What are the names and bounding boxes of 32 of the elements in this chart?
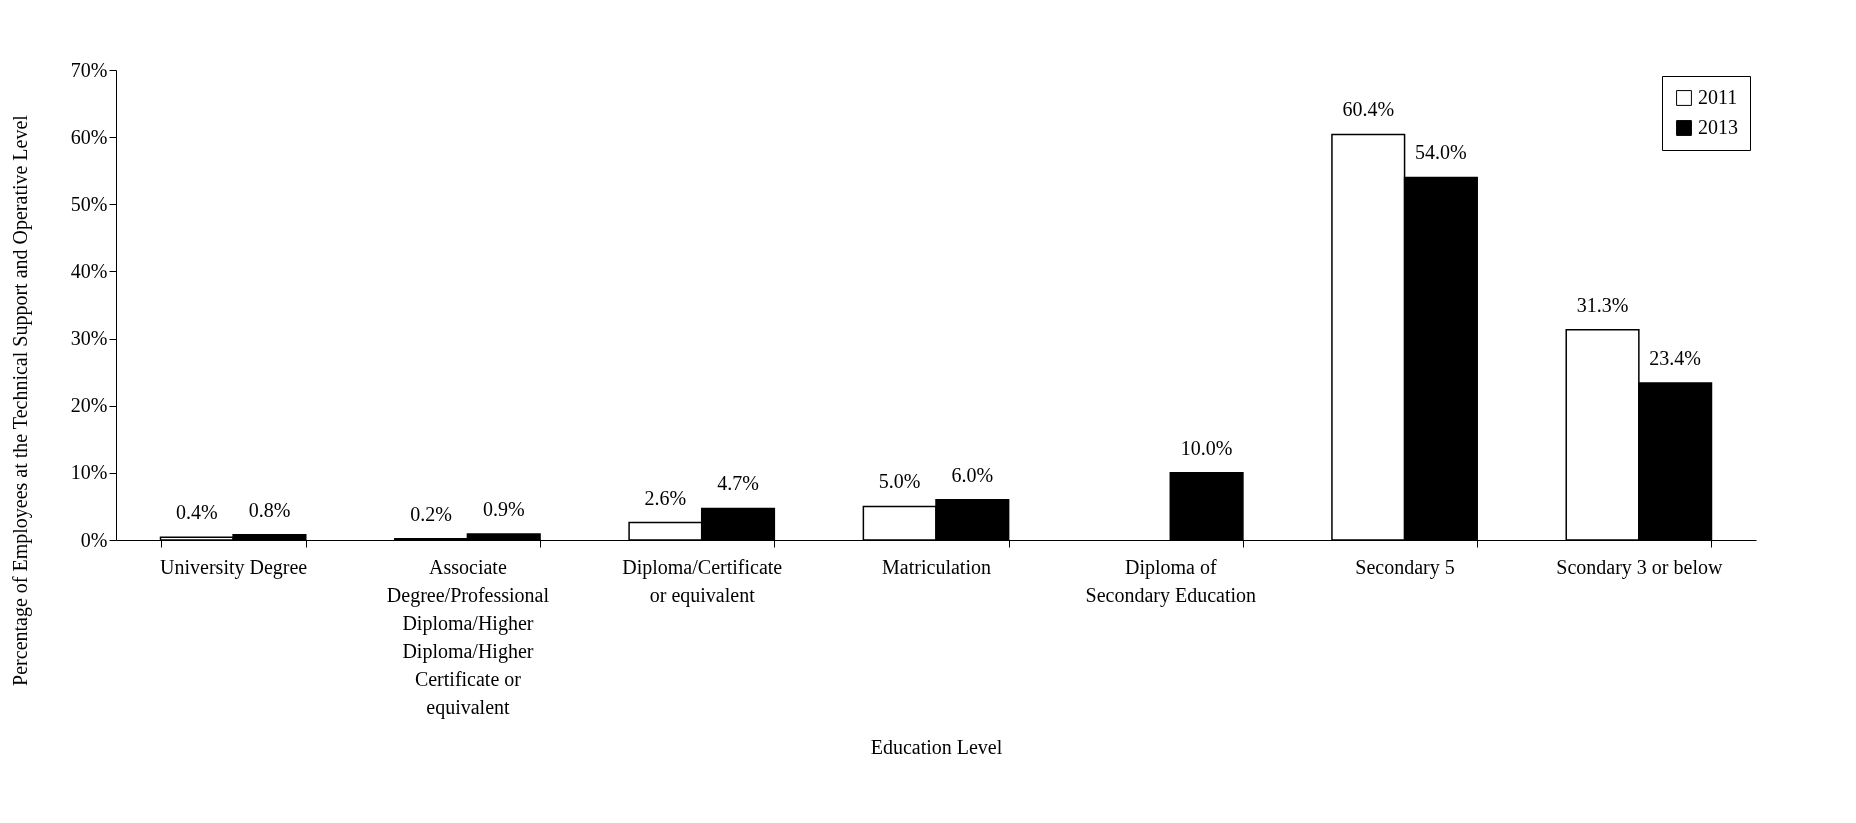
y-tick-label: 50% — [70, 192, 108, 215]
x-tick-label: Matriculation — [882, 555, 991, 578]
x-axis-title: Education Level — [870, 735, 1003, 758]
x-tick-label: University Degree — [160, 555, 308, 579]
data-label: 6.0% — [951, 463, 994, 486]
y-tick-label: 40% — [70, 259, 108, 282]
data-label: 2.6% — [644, 486, 687, 509]
x-tick-label: Secondary 5 — [1355, 555, 1455, 579]
y-tick-label: 30% — [70, 327, 108, 350]
x-tick-label: Scondary 3 or below — [1556, 555, 1723, 579]
x-tick-label: Diploma/Certificate or equivalent — [622, 555, 783, 607]
y-tick-label: 60% — [70, 125, 108, 148]
data-label: 31.3% — [1576, 293, 1629, 316]
x-tick-label: Associate Degree/Professional Diploma/Higher Diploma/Higher Certificate or equivalent — [386, 555, 550, 719]
data-label: 0.4% — [175, 501, 218, 524]
legend-label: 2011 — [1698, 86, 1738, 108]
data-label: 10.0% — [1180, 436, 1233, 459]
y-tick-label: 0% — [80, 528, 108, 551]
data-label: 4.7% — [717, 472, 759, 495]
data-label: 60.4% — [1342, 98, 1395, 121]
data-label: 23.4% — [1649, 346, 1702, 369]
y-tick-label: 20% — [70, 394, 108, 417]
data-label: 0.2% — [410, 502, 452, 525]
data-label: 0.9% — [482, 497, 525, 520]
legend-label: 2013 — [1698, 116, 1738, 138]
y-tick-label: 70% — [70, 58, 108, 81]
y-axis-title: Percentage of Employees at the Technical Support and Operative Level — [8, 114, 32, 686]
x-tick-label: Diploma of Secondary Education — [1085, 555, 1257, 607]
data-label: 5.0% — [878, 470, 921, 493]
data-label: 0.8% — [248, 498, 291, 521]
y-tick-label: 10% — [70, 461, 108, 484]
data-label: 54.0% — [1415, 141, 1467, 164]
